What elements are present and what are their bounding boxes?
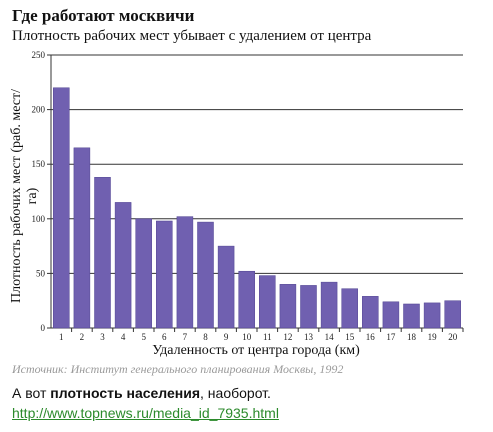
- chart-title: Где работают москвичи: [12, 6, 195, 25]
- bar: [197, 221, 214, 329]
- bar: [259, 275, 276, 329]
- x-tick-label: 4: [121, 332, 126, 342]
- y-tick-label: 250: [32, 50, 46, 60]
- bar: [94, 177, 111, 329]
- x-tick-label: 19: [428, 332, 438, 342]
- bar: [53, 87, 70, 329]
- bar: [73, 147, 91, 329]
- bar: [176, 216, 194, 329]
- bar: [217, 245, 235, 329]
- bar: [114, 202, 132, 329]
- x-tick-label: 16: [366, 332, 376, 342]
- source-link[interactable]: http://www.topnews.ru/media_id_7935.html: [12, 405, 279, 421]
- bar: [341, 288, 358, 329]
- bar: [279, 284, 297, 329]
- x-tick-label: 18: [407, 332, 417, 342]
- x-tick-label: 14: [325, 332, 335, 342]
- chart-subtitle: Плотность рабочих мест убывает с удалени…: [12, 28, 372, 44]
- x-tick-label: 6: [162, 332, 167, 342]
- bar: [300, 285, 317, 329]
- bar: [156, 220, 173, 329]
- note-suffix: , наоборот.: [200, 385, 271, 401]
- y-tick-label: 0: [41, 323, 46, 333]
- y-tick-label: 200: [32, 105, 46, 115]
- note-bold: плотность населения: [50, 385, 201, 401]
- x-tick-label: 5: [141, 332, 146, 342]
- x-tick-label: 7: [183, 332, 188, 342]
- density-note: А вот плотность населения, наоборот.: [12, 385, 271, 401]
- bar: [403, 303, 420, 329]
- bar: [382, 301, 400, 329]
- x-tick-label: 9: [224, 332, 229, 342]
- x-tick-label: 15: [345, 332, 355, 342]
- x-axis-label: Удаленность от центра города (км): [152, 343, 360, 358]
- bar: [423, 302, 441, 329]
- bar: [135, 218, 152, 329]
- x-tick-label: 11: [263, 332, 272, 342]
- x-tick-label: 1: [59, 332, 64, 342]
- bar: [238, 270, 255, 329]
- bar: [362, 296, 379, 329]
- source-caption: Источник: Институт генерального планиров…: [12, 362, 344, 376]
- x-tick-label: 3: [100, 332, 105, 342]
- y-tick-label: 150: [32, 159, 46, 169]
- bar: [320, 281, 338, 329]
- y-axis-label: Плотность рабочих мест (раб. мест/га): [9, 89, 40, 303]
- y-tick-label: 100: [32, 214, 46, 224]
- x-tick-label: 17: [386, 332, 396, 342]
- y-tick-label: 50: [36, 268, 46, 278]
- x-tick-label: 20: [448, 332, 458, 342]
- x-tick-label: 13: [304, 332, 314, 342]
- note-prefix: А вот: [12, 385, 51, 401]
- x-tick-label: 12: [283, 332, 292, 342]
- x-tick-label: 10: [242, 332, 252, 342]
- bar: [444, 300, 461, 329]
- x-tick-label: 2: [80, 332, 85, 342]
- x-tick-label: 8: [203, 332, 208, 342]
